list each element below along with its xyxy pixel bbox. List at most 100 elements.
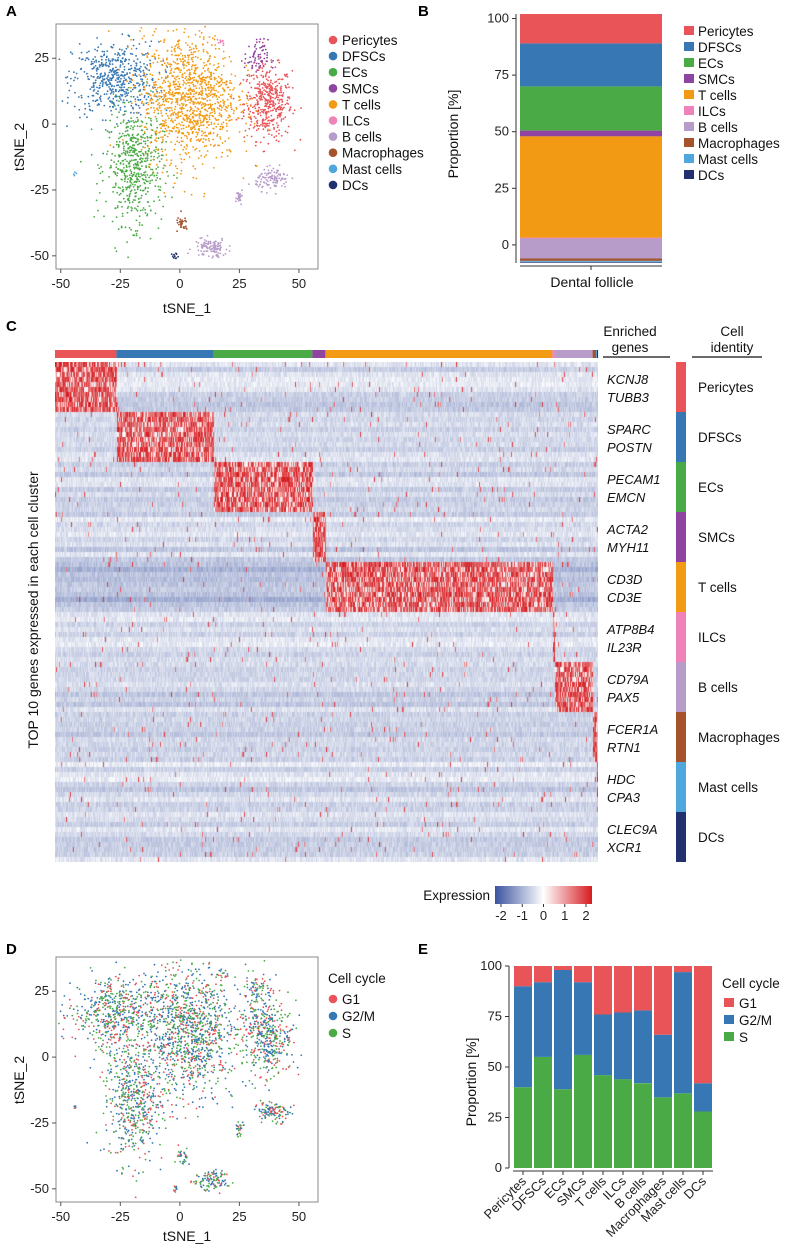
point-t-cells <box>181 74 184 76</box>
point-dfscs <box>113 85 116 88</box>
point-t-cells <box>140 93 143 96</box>
point-ecs <box>146 81 148 83</box>
point-t-cells <box>185 83 187 85</box>
point-pericytes <box>288 1041 290 1044</box>
point-t-cells <box>166 1037 169 1040</box>
bar-segment-t-cells <box>520 136 662 238</box>
x-category-label: Dental follicle <box>550 274 633 290</box>
point-ecs <box>134 1091 137 1093</box>
point-ecs <box>108 1150 110 1152</box>
point-dfscs <box>130 104 133 107</box>
point-t-cells <box>175 123 178 126</box>
point-b-cells <box>266 165 269 168</box>
point-pericytes <box>283 1049 285 1052</box>
point-ecs <box>146 190 149 193</box>
point-ecs <box>114 1075 116 1078</box>
point-dfscs <box>146 991 149 994</box>
gene-label: CD79A <box>607 672 649 687</box>
point-ecs <box>116 172 119 175</box>
point-dfscs <box>98 77 100 80</box>
point-dfscs <box>132 978 135 981</box>
point-dfscs <box>68 70 70 73</box>
point-ecs <box>118 1076 121 1079</box>
point-dfscs <box>129 72 131 74</box>
point-ecs <box>118 1103 121 1105</box>
point-ecs <box>117 168 119 171</box>
point-t-cells <box>210 1014 212 1017</box>
point-dfscs <box>111 1007 114 1010</box>
point-smcs <box>246 74 249 77</box>
point-dfscs <box>111 84 113 87</box>
point-dfscs <box>111 77 114 80</box>
point-pericytes <box>248 1017 250 1019</box>
point-t-cells <box>206 150 209 152</box>
point-t-cells <box>164 121 167 124</box>
point-ecs <box>132 164 135 166</box>
point-ecs <box>99 172 102 175</box>
point-t-cells <box>225 80 228 83</box>
point-t-cells <box>194 64 197 67</box>
point-t-cells <box>159 1018 161 1021</box>
point-pericytes <box>261 1010 264 1013</box>
point-t-cells <box>188 75 191 78</box>
point-ecs <box>143 160 146 163</box>
point-pericytes <box>285 86 288 89</box>
point-dfscs <box>137 98 140 101</box>
point-pericytes <box>253 105 256 108</box>
point-ecs <box>128 1145 131 1147</box>
point-dfscs <box>105 64 107 67</box>
point-pericytes <box>250 74 253 77</box>
point-b-cells <box>208 247 211 249</box>
point-t-cells <box>157 78 160 81</box>
point-ecs <box>131 183 134 186</box>
point-ecs <box>143 1049 145 1052</box>
point-dfscs <box>99 1037 102 1040</box>
point-dfscs <box>111 63 114 65</box>
y-tick-label: 75 <box>495 67 509 82</box>
point-t-cells <box>213 84 216 87</box>
point-pericytes <box>265 1017 268 1020</box>
point-pericytes <box>288 109 291 112</box>
point-ecs <box>134 1114 137 1116</box>
point-ecs <box>130 139 133 142</box>
point-ecs <box>134 1122 137 1125</box>
point-dfscs <box>104 63 107 65</box>
point-smcs <box>263 37 265 40</box>
point-ecs <box>165 140 168 143</box>
point-ecs <box>144 174 146 177</box>
point-t-cells <box>209 78 212 80</box>
point-dfscs <box>75 72 78 75</box>
point-dfscs <box>105 56 108 59</box>
point-t-cells <box>160 127 162 130</box>
point-dfscs <box>134 98 137 100</box>
point-pericytes <box>256 76 259 79</box>
point-t-cells <box>192 47 195 50</box>
point-t-cells <box>204 97 207 100</box>
point-t-cells <box>245 94 248 97</box>
gene-label: ATP8B4 <box>606 622 654 637</box>
point-b-cells <box>215 240 217 243</box>
point-pericytes <box>276 1057 279 1060</box>
point-ecs <box>138 1103 140 1106</box>
point-pericytes <box>252 127 255 129</box>
point-dfscs <box>121 994 123 997</box>
point-ecs <box>104 1084 107 1087</box>
point-ecs <box>122 1084 125 1087</box>
point-pericytes <box>258 125 261 127</box>
point-ecs <box>157 112 160 115</box>
point-t-cells <box>179 86 182 89</box>
point-dfscs <box>104 1004 107 1007</box>
point-dfscs <box>106 77 108 80</box>
point-dfscs <box>124 74 127 76</box>
point-ecs <box>130 209 133 212</box>
legend-label-dcs: DCs <box>698 168 724 183</box>
point-dfscs <box>109 984 111 987</box>
gene-label: CD3D <box>607 572 642 587</box>
point-t-cells <box>140 27 143 29</box>
x-tick-label: 50 <box>292 276 306 291</box>
point-ecs <box>112 1088 115 1091</box>
point-pericytes <box>295 999 297 1002</box>
point-t-cells <box>200 31 203 34</box>
point-t-cells <box>182 60 185 63</box>
